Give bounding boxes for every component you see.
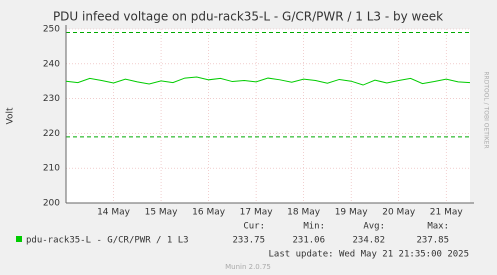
stat-header: Min: — [303, 222, 325, 232]
y-axis-label: Volt — [6, 107, 16, 124]
stat-header: Cur: — [243, 222, 265, 232]
y-tick-label: 220 — [43, 129, 60, 139]
x-tick-label: 18 May — [287, 208, 321, 218]
y-tick-label: 210 — [43, 164, 60, 174]
side-text: RRDTOOL / TOBI OETIKER — [483, 71, 490, 148]
data-line — [65, 76, 471, 86]
x-tick-label: 21 May — [430, 208, 464, 218]
footer: Munin 2.0.75 — [225, 263, 271, 271]
legend-entry: pdu-rack35-L - G/CR/PWR / 1 L3 — [26, 236, 189, 246]
stat-value: 234.82 — [352, 236, 385, 246]
stat-header: Avg: — [363, 222, 385, 232]
plot-area — [66, 29, 470, 203]
legend-swatch — [16, 236, 22, 242]
y-tick-label: 230 — [43, 94, 60, 104]
x-tick-label: 19 May — [335, 208, 369, 218]
y-tick-label: 200 — [43, 199, 60, 209]
stat-value: 233.75 — [232, 236, 265, 246]
x-tick-label: 20 May — [382, 208, 416, 218]
stat-value: 231.06 — [292, 236, 325, 246]
chart-title: PDU infeed voltage on pdu-rack35-L - G/C… — [53, 10, 443, 24]
stat-value: 237.85 — [416, 236, 449, 246]
y-tick-label: 240 — [43, 59, 60, 69]
x-tick-label: 15 May — [145, 208, 179, 218]
stat-header: Max: — [427, 222, 449, 232]
last-update: Last update: Wed May 21 21:35:00 2025 — [269, 250, 469, 260]
y-tick-label: 250 — [43, 25, 60, 35]
x-tick-label: 14 May — [97, 208, 131, 218]
x-tick-label: 16 May — [192, 208, 226, 218]
x-tick-label: 17 May — [240, 208, 274, 218]
